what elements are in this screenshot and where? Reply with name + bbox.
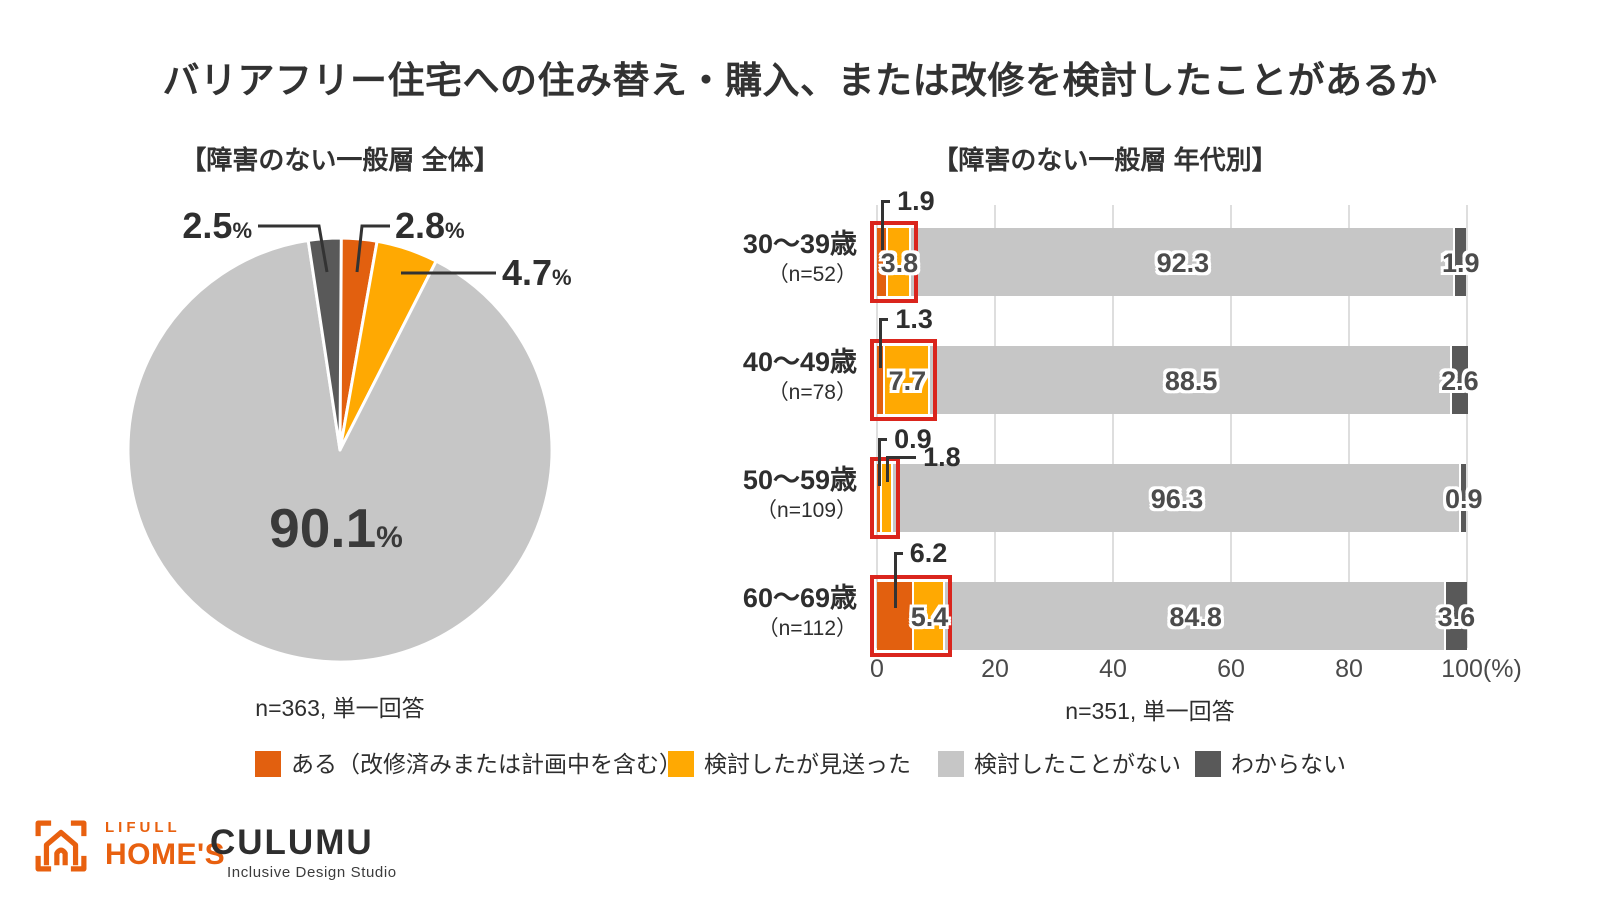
category-n: （n=112） — [757, 617, 857, 640]
bar-segment-orange — [877, 228, 889, 296]
axis-tick-label: 100(%) — [1441, 655, 1522, 683]
legend-color-chip — [938, 751, 964, 777]
leader-value-label: 0.9 — [894, 424, 932, 454]
bar-row-40〜49歳: 7.7 88.5 2.6 1.3 40〜49歳 （n=78） — [743, 304, 1479, 421]
category-label: 50〜59歳 （n=109） — [652, 464, 857, 524]
bar-row-50〜59歳: 96.3 0.9 0.9 1.8 50〜59歳 （n=109） — [743, 424, 1483, 539]
segment-value-label: 84.8 — [1169, 602, 1222, 632]
axis-tick-label: 40 — [1099, 655, 1127, 683]
category-name: 50〜59歳 — [742, 465, 857, 495]
segment-value-label: 5.4 — [910, 602, 949, 632]
bar-segment-orange — [877, 346, 885, 414]
category-name: 60〜69歳 — [742, 583, 857, 613]
category-n: （n=52） — [767, 263, 857, 286]
bar-segment-yellow — [888, 228, 911, 296]
bar-section-heading: 【障害のない一般層 年代別】 — [932, 145, 1278, 175]
gridline — [994, 205, 996, 648]
bar-segment-dark_gray — [1445, 582, 1467, 650]
pie-leader-line — [355, 224, 390, 273]
chart-legend: ある（改修済みまたは計画中を含む） 検討したが見送った 検討したことがない わからない — [0, 750, 1600, 782]
bar-segment-light_gray — [945, 582, 1446, 650]
gridline — [876, 205, 878, 648]
leader-line: 6.2 — [893, 538, 947, 608]
segment-value-label: 88.5 — [1164, 366, 1218, 396]
pie-value-label: 2.8% — [395, 205, 465, 246]
segment-value-label: 1.9 — [1442, 248, 1480, 278]
legend-color-chip — [255, 751, 281, 777]
lifull-homes-wordmark: LIFULL HOME'S — [105, 818, 225, 872]
gridline — [1466, 205, 1468, 648]
bar-segment-dark_gray — [1461, 464, 1467, 532]
category-label: 60〜69歳 （n=112） — [652, 582, 857, 642]
category-label: 40〜49歳 （n=78） — [652, 346, 857, 406]
bar-segment-light_gray — [910, 228, 1456, 296]
homes-text: HOME'S — [105, 838, 226, 871]
legend-color-chip — [1195, 751, 1221, 777]
bar-segment-light_gray — [930, 346, 1453, 414]
culumu-wordmark: CULUMU — [210, 823, 374, 862]
pie-chart: 2.8% 4.7% 90.1% 2.5% — [126, 205, 572, 664]
legend-label: 検討したが見送った — [704, 751, 911, 777]
segment-value-label: 0.9 — [1444, 484, 1483, 514]
category-label: 30〜39歳 （n=52） — [652, 228, 857, 288]
bar-segment-yellow — [884, 346, 931, 414]
page-title: バリアフリー住宅への住み替え・購入、または改修を検討したことがあるか — [162, 60, 1438, 101]
legend-label: わからない — [1231, 751, 1346, 777]
axis-tick-label: 80 — [1335, 655, 1363, 683]
segment-value-label: 3.8 — [880, 248, 919, 278]
bar-segment-dark_gray — [1455, 228, 1467, 296]
gridline — [1112, 205, 1114, 648]
bar-row-30〜39歳: 3.8 92.3 1.9 1.9 30〜39歳 （n=52） — [743, 186, 1480, 303]
bar-segment-yellow — [913, 582, 946, 650]
segment-value-label: 2.6 — [1441, 366, 1479, 396]
lifull-homes-logo: LIFULL HOME'S — [35, 816, 225, 882]
category-name: 30〜39歳 — [742, 229, 857, 259]
leader-line: 1.9 — [881, 186, 935, 250]
culumu-tagline: Inclusive Design Studio — [227, 864, 397, 881]
segment-value-label: 7.7 — [888, 366, 927, 396]
axis-tick-label: 20 — [981, 655, 1009, 683]
legend-color-chip — [668, 751, 694, 777]
gridline — [1230, 205, 1232, 648]
bar-row-60〜69歳: 5.4 84.8 3.6 6.2 60〜69歳 （n=112） — [743, 538, 1475, 657]
lifull-house-icon — [35, 820, 87, 872]
axis-tick-label: 0 — [870, 655, 884, 683]
bar-sample-caption: n=351, 単一回答 — [1065, 698, 1235, 724]
bar-segment-dark_gray — [1452, 346, 1468, 414]
leader-value-label: 1.9 — [897, 186, 935, 216]
category-n: （n=109） — [756, 499, 857, 522]
axis-tick-label: 60 — [1217, 655, 1245, 683]
bar-segment-light_gray — [892, 464, 1462, 532]
pie-slice-dark_gray — [306, 236, 343, 452]
legend-label: ある（改修済みまたは計画中を含む） — [291, 751, 682, 777]
leader-value-label: 1.8 — [923, 442, 961, 472]
segment-value-label: 96.3 — [1150, 484, 1204, 514]
pie-value-label: 4.7% — [502, 252, 572, 293]
leader-line: 0.9 — [878, 424, 932, 486]
bar-segment-yellow — [882, 464, 893, 532]
leader-value-label: 1.3 — [895, 304, 933, 334]
lifull-text: LIFULL — [105, 819, 181, 836]
culumu-logo: CULUMU Inclusive Design Studio — [210, 823, 397, 882]
pie-value-label: 90.1% — [269, 497, 403, 559]
footer-logos: LIFULL HOME'S CULUMU Inclusive Design St… — [0, 810, 700, 890]
legend-label: 検討したことがない — [974, 751, 1181, 777]
category-n: （n=78） — [767, 381, 857, 404]
category-name: 40〜49歳 — [742, 347, 857, 377]
leader-line: 1.3 — [879, 304, 933, 368]
segment-value-label: 3.6 — [1437, 602, 1476, 632]
segment-value-label: 92.3 — [1156, 248, 1210, 278]
pie-sample-caption: n=363, 単一回答 — [255, 695, 425, 721]
pie-leader-line — [258, 224, 329, 273]
leader-line: 1.8 — [886, 442, 961, 482]
bar-chart: 3.8 92.3 1.9 1.9 30〜39歳 （n=52） 7.7 88.5 2.6 1.3 40… — [743, 186, 1557, 725]
bar-segment-orange — [877, 464, 883, 532]
pie-value-label: 2.5% — [182, 205, 252, 246]
gridline — [1348, 205, 1350, 648]
leader-value-label: 6.2 — [909, 538, 948, 568]
pie-section-heading: 【障害のない一般層 全体】 — [180, 145, 500, 175]
